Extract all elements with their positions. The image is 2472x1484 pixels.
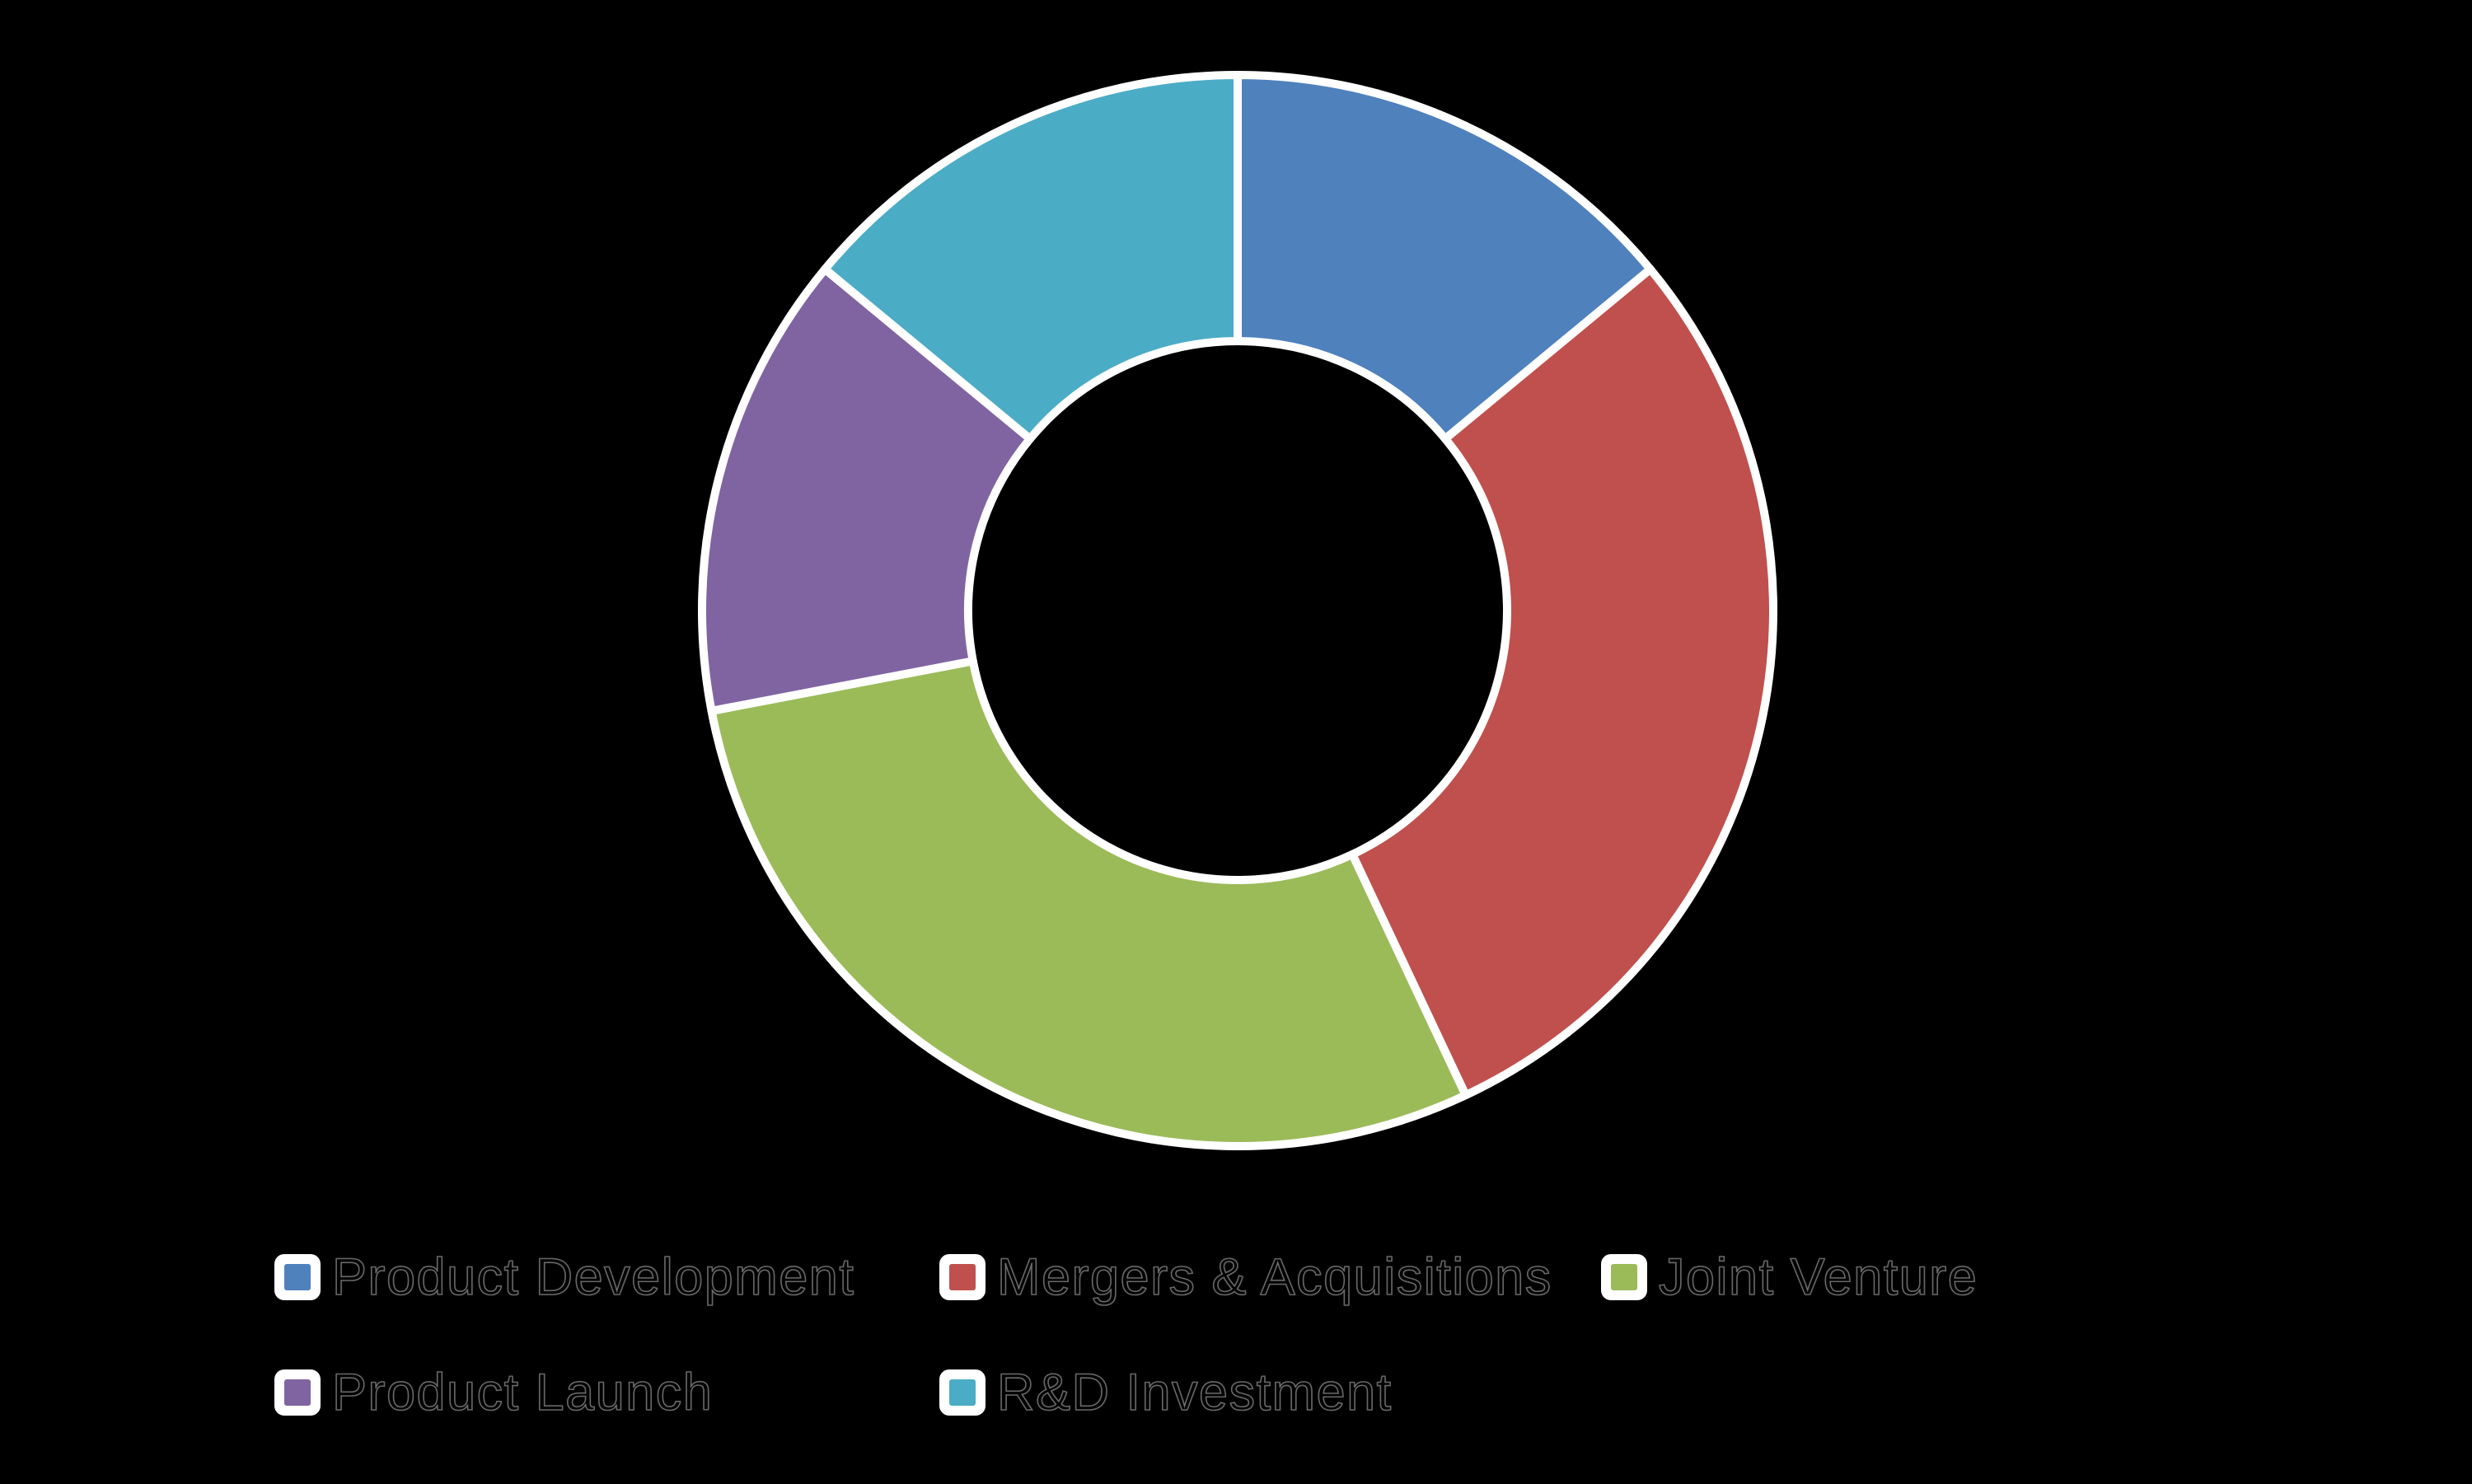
legend-label-joint-venture: Joint Venture <box>1658 1248 1978 1306</box>
legend-swatch-rd-investment <box>939 1369 986 1416</box>
legend-swatch-product-development <box>274 1254 321 1300</box>
legend-label-product-launch: Product Launch <box>331 1364 714 1421</box>
legend-item-product-development: Product Development <box>274 1248 855 1306</box>
legend-item-joint-venture: Joint Venture <box>1601 1248 1978 1306</box>
legend-swatch-color <box>284 1264 311 1290</box>
donut-segment-mergers-acquisitions <box>1348 264 1777 1100</box>
legend-label-rd-investment: R&D Investment <box>996 1364 1393 1421</box>
legend-swatch-color <box>284 1379 311 1406</box>
donut-segment-joint-venture <box>707 657 1470 1150</box>
legend-swatch-color <box>1611 1264 1637 1290</box>
legend-label-product-development: Product Development <box>331 1248 855 1306</box>
legend-item-product-launch: Product Launch <box>274 1364 714 1421</box>
legend-swatch-mergers-acquisitions <box>939 1254 986 1300</box>
donut-segment-product-development <box>1234 71 1655 443</box>
donut-segment-product-launch <box>698 264 1035 715</box>
legend-swatch-color <box>949 1264 976 1290</box>
donut-segment-r-d-investment <box>821 71 1242 443</box>
legend-swatch-color <box>949 1379 976 1406</box>
legend-swatch-product-launch <box>274 1369 321 1416</box>
legend-item-rd-investment: R&D Investment <box>939 1364 1393 1421</box>
legend-item-mergers-acquisitions: Mergers & Acquisitions <box>939 1248 1552 1306</box>
legend-swatch-joint-venture <box>1601 1254 1647 1300</box>
legend-label-mergers-acquisitions: Mergers & Acquisitions <box>996 1248 1552 1306</box>
